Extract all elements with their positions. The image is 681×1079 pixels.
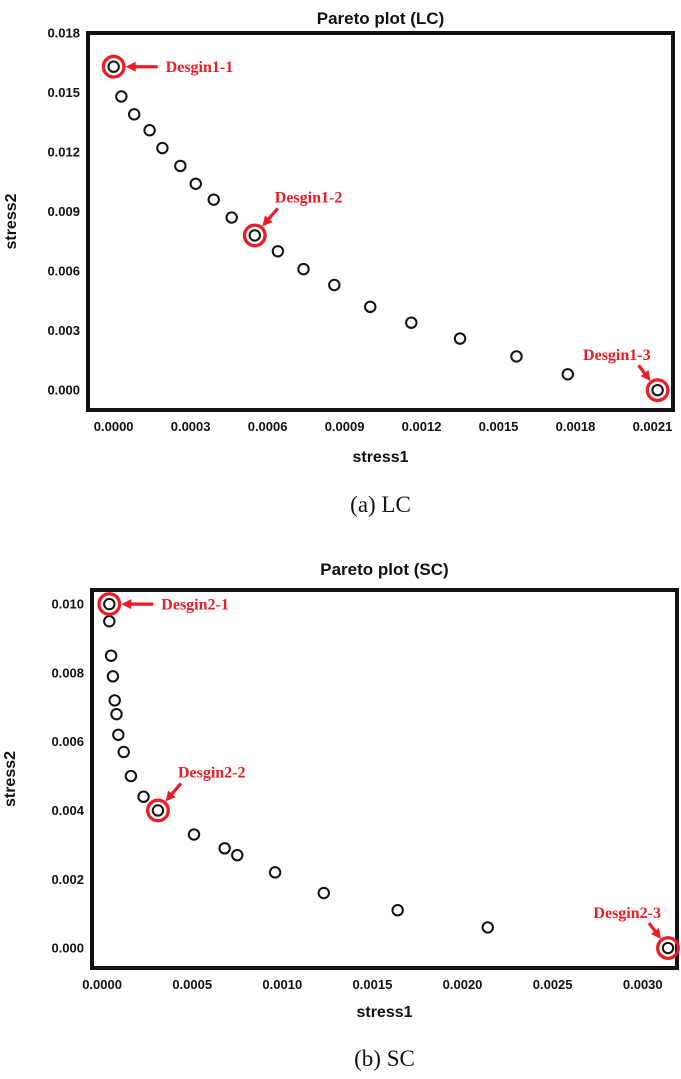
chart-caption: (b) SC (354, 1046, 415, 1071)
annotation-arrowhead (650, 928, 661, 940)
x-tick-label: 0.0000 (94, 419, 134, 434)
data-point (110, 707, 123, 721)
annotation-label: Desgin1-1 (166, 59, 234, 76)
x-tick-label: 0.0005 (172, 977, 212, 992)
chart-pareto-sc: Pareto plot (SC) 0.0000 0.0005 0.0010 0.0015… (2, 560, 680, 1071)
annotation-label: Desgin1-2 (275, 189, 343, 206)
x-tick-label: 0.0025 (533, 977, 573, 992)
data-point (391, 904, 404, 917)
data-point (107, 60, 120, 73)
annotation-label: Desgin2-2 (178, 764, 246, 781)
data-point (207, 193, 220, 206)
annotation-arrowhead (165, 790, 176, 802)
x-tick-label: 0.0012 (402, 419, 442, 434)
data-point (124, 769, 138, 783)
data-point (297, 262, 310, 276)
x-axis-label: stress1 (356, 1004, 412, 1021)
data-point (137, 790, 150, 803)
highlight-ring (146, 798, 170, 823)
y-tick-label: 0.006 (51, 734, 84, 749)
data-point (651, 383, 664, 397)
data-point (187, 828, 201, 841)
annotation-label: Desgin1-3 (583, 347, 651, 364)
data-point (225, 211, 238, 224)
x-tick-label: 0.0021 (633, 419, 673, 434)
y-tick-label: 0.012 (47, 145, 80, 160)
chart-title: Pareto plot (LC) (317, 9, 445, 28)
data-point (174, 159, 187, 173)
data-point (453, 332, 467, 345)
data-point (106, 670, 120, 683)
data-point (151, 804, 165, 817)
highlight-ring (242, 223, 267, 248)
data-point (510, 350, 523, 363)
x-tick-label: 0.0015 (479, 419, 519, 434)
x-tick-label: 0.0010 (262, 977, 302, 992)
data-point (104, 649, 118, 662)
highlight-ring (656, 936, 680, 961)
y-axis-label: stress2 (3, 193, 20, 249)
y-tick-label: 0.003 (47, 323, 80, 338)
annotation-arrowhead (262, 215, 273, 227)
annotation-label: Desgin2-3 (593, 905, 661, 922)
annotation-arrowhead (125, 61, 136, 72)
x-tick-label: 0.0015 (353, 977, 393, 992)
data-point (231, 848, 244, 862)
x-tick-label: 0.0030 (623, 977, 663, 992)
data-point (103, 615, 116, 628)
annotation-arrowhead (640, 370, 651, 382)
chart-caption: (a) LC (350, 492, 411, 517)
highlight-ring (645, 378, 670, 403)
data-point (156, 141, 169, 155)
x-tick-label: 0.0000 (82, 977, 122, 992)
chart-title: Pareto plot (SC) (320, 560, 448, 579)
data-point (364, 300, 377, 314)
annotation-label: Desgin2-1 (161, 597, 229, 614)
data-point (117, 745, 130, 759)
y-tick-label: 0.009 (47, 204, 80, 219)
data-point (108, 694, 121, 707)
data-point (405, 316, 418, 329)
x-tick-label: 0.0020 (443, 977, 483, 992)
data-point (103, 597, 116, 611)
x-tick-label: 0.0006 (248, 419, 288, 434)
plot-border (90, 588, 679, 970)
data-point (127, 108, 141, 121)
data-point (143, 124, 156, 137)
y-tick-label: 0.000 (47, 383, 80, 398)
x-tick-label: 0.0003 (171, 419, 211, 434)
y-axis-label: stress2 (2, 751, 19, 807)
y-tick-label: 0.018 (47, 26, 80, 41)
data-point (189, 177, 202, 191)
highlight-ring (101, 54, 126, 79)
y-tick-label: 0.000 (51, 941, 84, 956)
y-tick-label: 0.010 (51, 597, 84, 612)
y-tick-label: 0.004 (51, 803, 84, 818)
data-point (115, 90, 128, 103)
y-tick-label: 0.002 (51, 872, 84, 887)
y-tick-label: 0.008 (51, 665, 84, 680)
chart-pareto-lc: Pareto plot (LC) 0.0000 0.0003 0.0006 0.0009… (3, 9, 675, 517)
x-tick-label: 0.0018 (556, 419, 596, 434)
data-point (248, 229, 261, 242)
data-point (481, 921, 494, 934)
highlight-ring (97, 592, 122, 617)
data-point (271, 245, 285, 258)
data-point (328, 278, 341, 292)
data-point (218, 842, 231, 855)
data-point (317, 886, 330, 900)
y-tick-label: 0.006 (47, 264, 80, 279)
annotation-arrowhead (121, 599, 132, 610)
x-tick-label: 0.0009 (325, 419, 365, 434)
plot-border (86, 31, 675, 412)
data-point (661, 941, 675, 955)
data-point (112, 728, 125, 742)
data-point (561, 368, 575, 381)
y-tick-label: 0.015 (47, 85, 80, 100)
x-axis-label: stress1 (352, 449, 408, 466)
data-point (268, 866, 282, 879)
